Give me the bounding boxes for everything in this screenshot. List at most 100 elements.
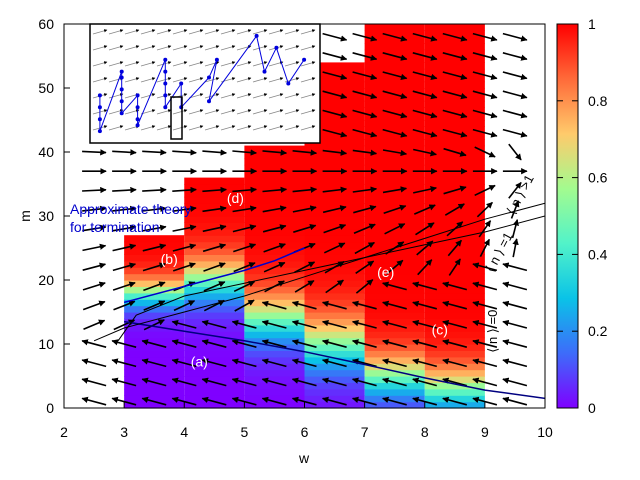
inset-arrow: [220, 45, 236, 51]
inset-arrow: [268, 125, 284, 131]
heatmap-cell: [304, 318, 365, 326]
vector-arrow: [261, 377, 287, 387]
vector-arrow: [112, 262, 137, 272]
inset-point: [163, 69, 168, 74]
heatmap-cell: [364, 36, 425, 44]
vector-arrow: [351, 358, 377, 368]
vector-arrow: [352, 149, 378, 156]
inset-arrow: [284, 29, 300, 35]
vector-arrow: [351, 339, 377, 348]
inset-arrow: [268, 109, 284, 115]
heatmap-cell: [364, 107, 425, 115]
vector-arrow: [382, 377, 407, 387]
heatmap-cell: [424, 222, 485, 230]
heatmap-cell: [184, 382, 245, 390]
vector-arrow: [322, 186, 348, 193]
colorbar-tick-label: 0.4: [588, 246, 608, 262]
heatmap-cell: [244, 228, 305, 236]
heatmap-cell: [364, 139, 425, 147]
inset-point: [119, 87, 124, 92]
heatmap-cell: [124, 292, 185, 300]
heatmap-cell: [244, 350, 305, 358]
inset-arrow: [188, 109, 204, 115]
heatmap-cell: [424, 56, 485, 63]
vector-arrow: [171, 319, 197, 329]
inset-arrow: [284, 109, 300, 115]
heatmap-cell: [424, 120, 485, 127]
region-label: (d): [227, 190, 244, 206]
vector-arrow: [323, 223, 347, 234]
heatmap-cell: [304, 216, 365, 223]
vector-arrow: [231, 396, 257, 406]
heatmap-cell: [424, 350, 485, 358]
heatmap-cell: [304, 75, 365, 83]
inset-trajectory-segment: [256, 35, 265, 72]
inset-point: [135, 105, 140, 110]
vector-arrow: [172, 224, 197, 232]
inset-point: [207, 75, 211, 80]
vector-arrow: [412, 52, 438, 61]
inset-arrow: [140, 109, 156, 115]
inset-arrow: [252, 29, 268, 35]
heatmap-cell: [244, 254, 305, 262]
inset-arrow: [300, 93, 316, 99]
heatmap-cell: [244, 216, 305, 223]
inset-arrow: [204, 77, 220, 83]
vector-arrow: [382, 281, 407, 291]
vector-arrow: [442, 52, 468, 61]
heatmap-cell: [364, 120, 425, 127]
vector-arrow: [512, 238, 519, 258]
heatmap-cell: [424, 158, 485, 166]
heatmap-cell: [364, 324, 425, 332]
vector-arrow: [82, 243, 107, 252]
heatmap-cell: [244, 401, 305, 409]
heatmap-cell: [424, 94, 485, 102]
vector-arrow: [352, 128, 378, 138]
x-tick-label: 3: [120, 424, 128, 440]
inset-arrow: [140, 125, 156, 131]
vector-arrow: [472, 109, 498, 119]
heatmap-cell: [424, 68, 485, 76]
inset-point: [97, 129, 102, 134]
inset-arrow: [252, 109, 268, 115]
inset-arrow: [236, 109, 252, 115]
heatmap-cell: [364, 49, 425, 57]
vector-arrow: [172, 149, 197, 156]
inset-arrow: [300, 29, 316, 35]
heatmap-cell: [424, 299, 485, 307]
heatmap-cell: [304, 312, 365, 319]
vector-arrow: [472, 358, 498, 368]
vector-arrow: [382, 32, 408, 42]
heatmap-cell: [304, 248, 365, 255]
x-tick-label: 2: [60, 424, 68, 440]
heatmap-cell: [244, 299, 305, 307]
vector-arrow: [382, 319, 407, 329]
vector-arrow: [355, 260, 375, 274]
heatmap-cell: [364, 222, 425, 230]
vector-arrow: [442, 281, 468, 291]
inset-vector-field: [92, 29, 316, 131]
inset-arrow: [204, 125, 220, 131]
heatmap-cell: [244, 184, 305, 191]
inset-arrow: [284, 93, 300, 99]
vector-arrow: [382, 186, 408, 194]
vector-arrow: [292, 205, 317, 213]
region-label: (a): [191, 353, 208, 369]
heatmap-cell: [184, 324, 245, 332]
y-tick-label: 50: [38, 80, 54, 96]
heatmap-cell: [424, 164, 485, 172]
heatmap-cell: [424, 305, 485, 313]
heatmap-cell: [304, 376, 365, 383]
heatmap-cell: [304, 267, 365, 275]
inset-arrow: [268, 29, 284, 35]
heatmap-column-4: [364, 24, 425, 409]
heatmap-cell: [424, 254, 485, 262]
heatmap-cell: [184, 292, 245, 300]
heatmap-cell: [364, 401, 425, 409]
inset-trajectory-segment: [180, 77, 210, 108]
heatmap-cell: [304, 254, 365, 262]
vector-arrow: [231, 358, 257, 368]
vector-arrow: [111, 396, 137, 406]
vector-arrow: [202, 224, 227, 233]
vector-arrow: [172, 243, 197, 252]
